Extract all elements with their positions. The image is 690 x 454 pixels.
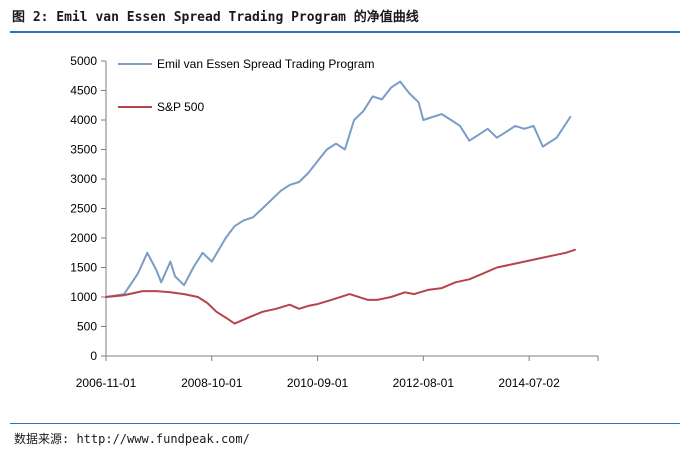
y-tick-label: 0 <box>90 349 97 363</box>
x-tick-label: 2008-10-01 <box>181 376 243 390</box>
y-tick-label: 2500 <box>70 202 97 216</box>
y-tick-label: 2000 <box>70 231 97 245</box>
chart-legend: Emil van Essen Spread Trading Program S&P… <box>118 57 374 114</box>
x-tick-label: 2006-11-01 <box>76 376 137 390</box>
x-tick-label: 2012-08-01 <box>393 376 455 390</box>
chart-series <box>105 80 576 325</box>
source-note: 数据来源: http://www.fundpeak.com/ <box>14 432 250 446</box>
y-tick-label: 500 <box>77 320 97 334</box>
bottom-rule <box>10 423 680 424</box>
x-tick-label: 2010-09-01 <box>287 376 349 390</box>
y-tick-label: 4000 <box>70 113 97 127</box>
y-tick-label: 1500 <box>70 261 97 275</box>
y-tick-label: 1000 <box>70 290 97 304</box>
series-line-emil-van-essen <box>105 80 572 298</box>
series-line-sp500 <box>105 248 576 325</box>
x-tick-label: 2014-07-02 <box>498 376 560 390</box>
y-tick-label: 3500 <box>70 143 97 157</box>
y-tick-label: 3000 <box>70 172 97 186</box>
y-tick-label: 4500 <box>70 84 97 98</box>
chart-title: 图 2: Emil van Essen Spread Trading Progr… <box>12 10 419 25</box>
y-tick-label: 5000 <box>70 54 97 68</box>
top-rule <box>10 31 680 33</box>
legend-label: Emil van Essen Spread Trading Program <box>157 57 374 71</box>
legend-label: S&P 500 <box>157 100 204 114</box>
chart-axes: 0 500 1000 1500 2000 2500 3000 3500 4000 4500 5000… <box>70 54 599 390</box>
